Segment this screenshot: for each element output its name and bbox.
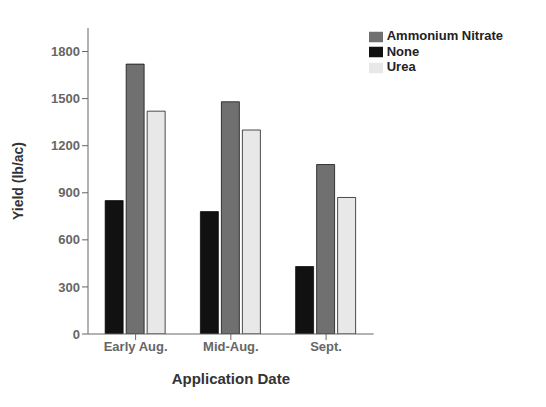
svg-text:600: 600 xyxy=(58,232,80,247)
svg-text:1500: 1500 xyxy=(51,91,80,106)
svg-text:Early Aug.: Early Aug. xyxy=(104,339,168,354)
svg-text:Application Date: Application Date xyxy=(172,370,290,387)
svg-text:0: 0 xyxy=(73,327,80,342)
html-text:Urea: Urea xyxy=(386,59,416,75)
svg-text:Yield (lb/ac): Yield (lb/ac) xyxy=(10,142,26,220)
html-text:None: None xyxy=(386,43,420,59)
html-text:Ammonium Nitrate: Ammonium Nitrate xyxy=(386,28,503,43)
svg-text:1800: 1800 xyxy=(51,44,80,59)
svg-text:1200: 1200 xyxy=(51,138,80,153)
svg-text:900: 900 xyxy=(58,185,80,200)
svg-text:Mid-Aug.: Mid-Aug. xyxy=(203,339,259,354)
svg-text:Sept.: Sept. xyxy=(310,339,342,354)
svg-text:300: 300 xyxy=(58,280,80,295)
